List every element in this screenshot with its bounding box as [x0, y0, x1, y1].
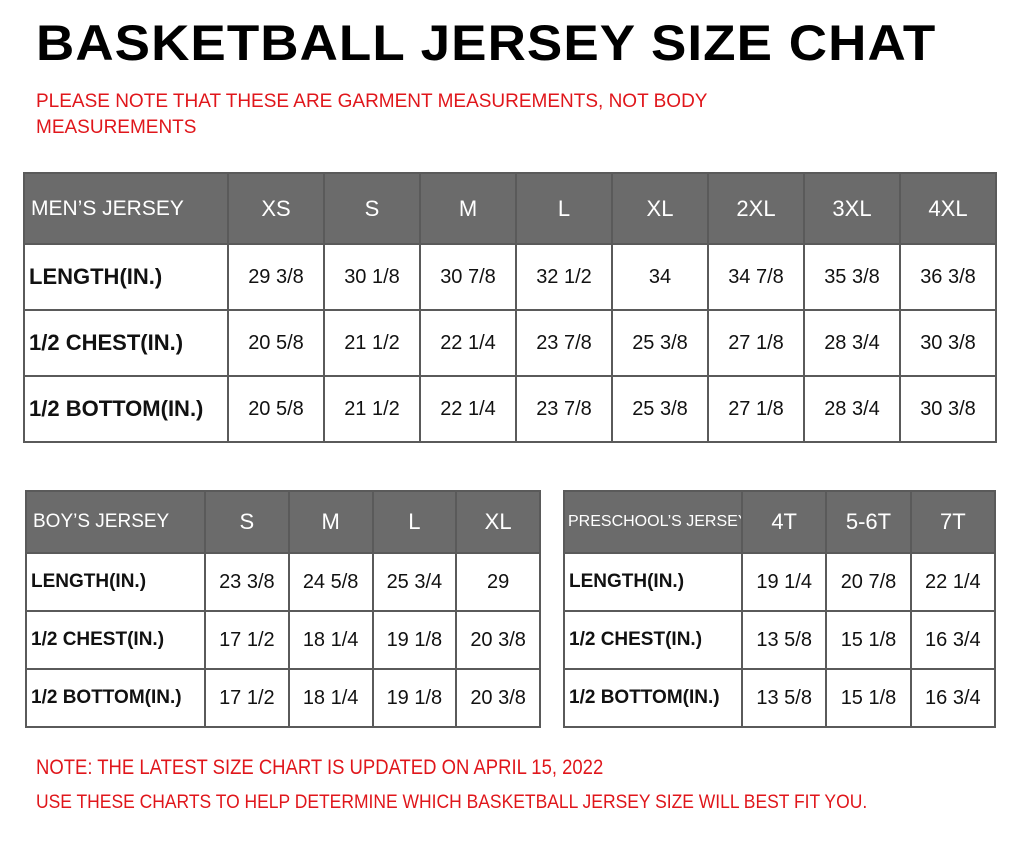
measurement-value: 17 1/2 [204, 610, 290, 670]
measurement-value: 20 5/8 [227, 309, 325, 377]
measurement-value: 25 3/8 [611, 375, 709, 443]
table-row: 1/2 CHEST(IN.) 13 5/8 15 1/8 16 3/4 [563, 610, 997, 670]
measurement-value: 23 7/8 [515, 375, 613, 443]
size-header: XS [227, 172, 325, 245]
table-row: 1/2 CHEST(IN.) 20 5/8 21 1/2 22 1/4 23 7/8 25… [23, 309, 997, 377]
size-header: L [515, 172, 613, 245]
measurement-value: 23 3/8 [204, 552, 290, 612]
measurement-label: 1/2 BOTTOM(IN.) [563, 668, 743, 728]
size-header: 2XL [707, 172, 805, 245]
measurement-value: 19 1/8 [371, 610, 458, 670]
measurement-value: 13 5/8 [740, 610, 828, 670]
measurement-value: 21 1/2 [323, 309, 421, 377]
measurement-label: LENGTH(IN.) [25, 552, 206, 612]
header-row: BOY’S JERSEY S M L XL [25, 490, 541, 554]
table-row: 1/2 BOTTOM(IN.) 17 1/2 18 1/4 19 1/8 20 3/8 [25, 668, 541, 728]
measurement-value: 29 3/8 [227, 243, 325, 311]
measurement-value: 16 3/4 [909, 610, 997, 670]
measurement-value: 24 5/8 [287, 552, 374, 612]
measurement-value: 19 1/4 [740, 552, 828, 612]
measurement-value: 16 3/4 [909, 668, 997, 728]
measurement-value: 30 3/8 [899, 309, 997, 377]
size-header: 4T [740, 490, 828, 554]
table-row: 1/2 BOTTOM(IN.) 20 5/8 21 1/2 22 1/4 23 7/8 2… [23, 375, 997, 443]
boys-size-table: BOY’S JERSEY S M L XL LENGTH(IN.) 23 3/8 24 5/8… [25, 490, 541, 728]
measurement-value: 20 3/8 [455, 668, 541, 728]
measurement-label: 1/2 CHEST(IN.) [25, 610, 206, 670]
measurement-value: 22 1/4 [419, 375, 517, 443]
usage-note: USE THESE CHARTS TO HELP DETERMINE WHICH… [36, 792, 868, 813]
size-header: 3XL [803, 172, 901, 245]
measurement-value: 25 3/8 [611, 309, 709, 377]
table-row: LENGTH(IN.) 29 3/8 30 1/8 30 7/8 32 1/2 34 34 … [23, 243, 997, 311]
measurement-value: 22 1/4 [909, 552, 997, 612]
size-header: 4XL [899, 172, 997, 245]
size-header: 5-6T [825, 490, 912, 554]
mens-size-table: MEN’S JERSEY XS S M L XL 2XL 3XL 4XL LENGTH(IN.) 2… [23, 172, 997, 443]
garment-measurement-note: PLEASE NOTE THAT THESE ARE GARMENT MEASU… [36, 91, 708, 138]
table-row: 1/2 BOTTOM(IN.) 13 5/8 15 1/8 16 3/4 [563, 668, 997, 728]
measurement-value: 13 5/8 [740, 668, 828, 728]
measurement-value: 28 3/4 [803, 309, 901, 377]
measurement-value: 18 1/4 [287, 610, 374, 670]
table-row: LENGTH(IN.) 23 3/8 24 5/8 25 3/4 29 [25, 552, 541, 612]
table-label: PRESCHOOL’S JERSEY [563, 490, 743, 554]
measurement-value: 20 3/8 [455, 610, 541, 670]
header-row: MEN’S JERSEY XS S M L XL 2XL 3XL 4XL [23, 172, 997, 245]
update-note: NOTE: THE LATEST SIZE CHART IS UPDATED O… [36, 756, 604, 779]
measurement-value: 20 7/8 [825, 552, 912, 612]
measurement-value: 15 1/8 [825, 668, 912, 728]
measurement-value: 22 1/4 [419, 309, 517, 377]
measurement-value: 30 7/8 [419, 243, 517, 311]
measurement-value: 17 1/2 [204, 668, 290, 728]
measurement-value: 30 3/8 [899, 375, 997, 443]
table-row: LENGTH(IN.) 19 1/4 20 7/8 22 1/4 [563, 552, 997, 612]
measurement-label: LENGTH(IN.) [563, 552, 743, 612]
measurement-value: 25 3/4 [371, 552, 458, 612]
table-label: MEN’S JERSEY [23, 172, 229, 245]
measurement-label: 1/2 BOTTOM(IN.) [25, 668, 206, 728]
size-header: XL [455, 490, 541, 554]
measurement-value: 19 1/8 [371, 668, 458, 728]
measurement-value: 20 5/8 [227, 375, 325, 443]
measurement-value: 28 3/4 [803, 375, 901, 443]
measurement-value: 34 7/8 [707, 243, 805, 311]
table-label: BOY’S JERSEY [25, 490, 206, 554]
measurement-value: 21 1/2 [323, 375, 421, 443]
measurement-value: 36 3/8 [899, 243, 997, 311]
measurement-label: 1/2 CHEST(IN.) [563, 610, 743, 670]
measurement-value: 27 1/8 [707, 309, 805, 377]
preschool-size-table: PRESCHOOL’S JERSEY 4T 5-6T 7T LENGTH(IN.) 19 … [563, 490, 997, 728]
size-header: S [204, 490, 290, 554]
measurement-label: 1/2 CHEST(IN.) [23, 309, 229, 377]
measurement-value: 23 7/8 [515, 309, 613, 377]
table-row: 1/2 CHEST(IN.) 17 1/2 18 1/4 19 1/8 20 3/8 [25, 610, 541, 670]
measurement-value: 18 1/4 [287, 668, 374, 728]
size-header: L [371, 490, 458, 554]
measurement-value: 35 3/8 [803, 243, 901, 311]
measurement-label: 1/2 BOTTOM(IN.) [23, 375, 229, 443]
size-header: XL [611, 172, 709, 245]
size-header: 7T [909, 490, 997, 554]
size-header: M [419, 172, 517, 245]
measurement-value: 30 1/8 [323, 243, 421, 311]
measurement-label: LENGTH(IN.) [23, 243, 229, 311]
measurement-value: 29 [455, 552, 541, 612]
header-row: PRESCHOOL’S JERSEY 4T 5-6T 7T [563, 490, 997, 554]
measurement-value: 15 1/8 [825, 610, 912, 670]
measurement-value: 27 1/8 [707, 375, 805, 443]
page-title: BASKETBALL JERSEY SIZE CHAT [36, 15, 937, 71]
measurement-value: 34 [611, 243, 709, 311]
size-header: S [323, 172, 421, 245]
measurement-value: 32 1/2 [515, 243, 613, 311]
size-header: M [287, 490, 374, 554]
